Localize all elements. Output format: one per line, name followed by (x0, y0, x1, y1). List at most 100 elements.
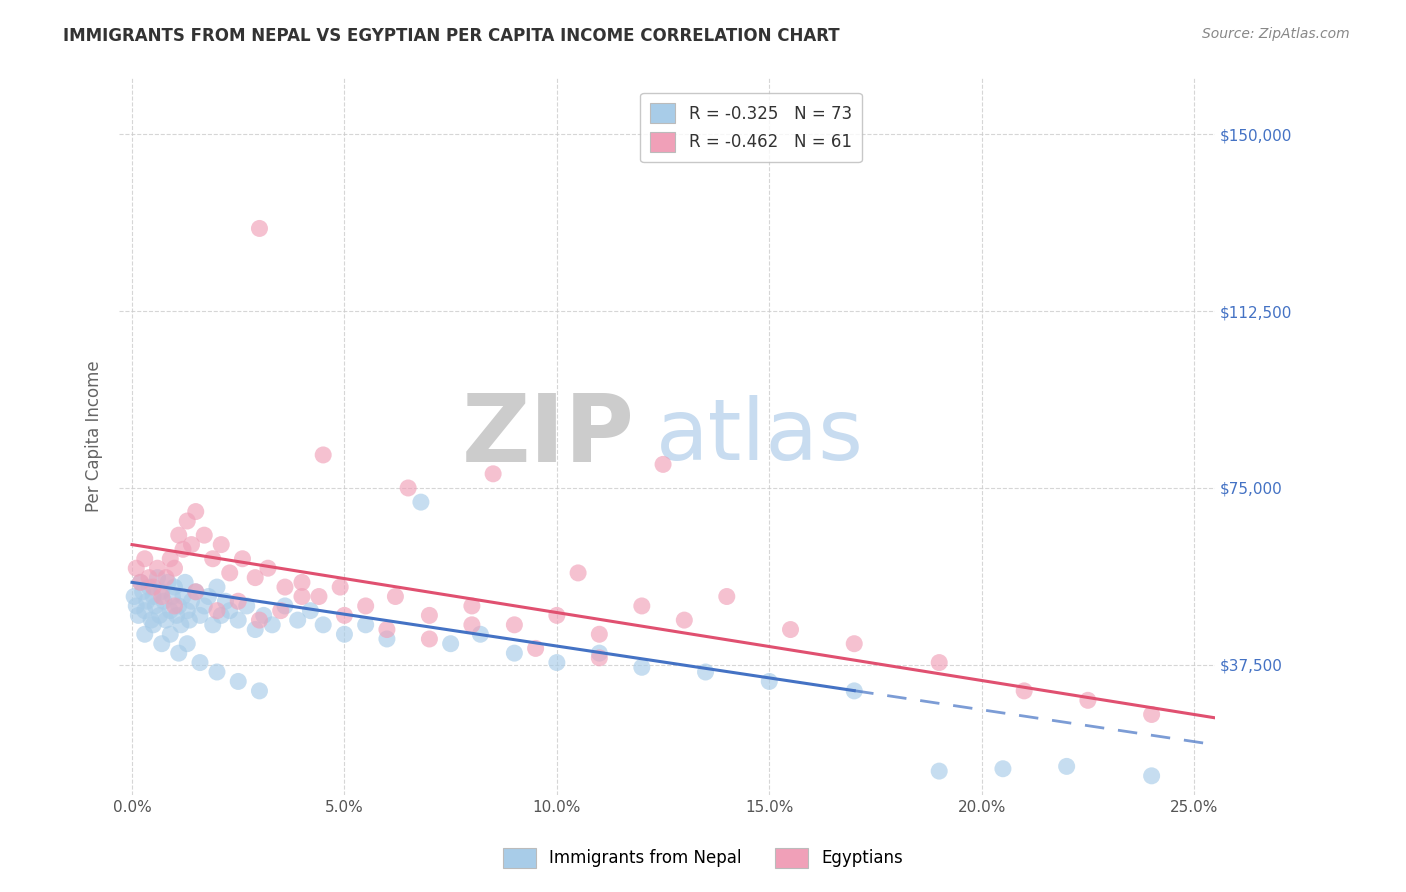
Point (249, 221, 271, 235)
Point (291, 575, 314, 590)
Point (470, 627, 492, 641)
Point (167, 599, 190, 613)
Point (546, 608, 568, 623)
Point (231, 551, 253, 566)
Point (546, 656, 568, 670)
Point (139, 613, 162, 627)
Point (159, 604, 181, 618)
Point (193, 599, 215, 613)
Point (588, 646, 610, 660)
Point (1056, 759, 1078, 773)
Point (180, 538, 202, 552)
Point (176, 637, 198, 651)
Point (150, 590, 173, 604)
Point (253, 608, 276, 623)
Point (180, 594, 202, 608)
Point (673, 613, 696, 627)
Point (333, 627, 356, 641)
Point (461, 617, 484, 632)
Point (184, 584, 207, 599)
Point (308, 590, 330, 604)
Point (503, 646, 526, 660)
Point (174, 575, 197, 590)
Point (245, 623, 267, 637)
Point (274, 599, 297, 613)
Point (138, 571, 160, 585)
Point (145, 599, 167, 613)
Point (188, 608, 211, 623)
Point (354, 599, 377, 613)
Point (150, 584, 173, 599)
Point (184, 584, 207, 599)
Point (928, 764, 950, 778)
Point (125, 561, 148, 575)
Point (125, 599, 148, 613)
Point (176, 604, 198, 618)
Point (201, 551, 224, 566)
Point (197, 590, 219, 604)
Point (1140, 769, 1163, 783)
Point (193, 528, 215, 542)
Point (209, 608, 232, 623)
Point (991, 762, 1014, 776)
Point (172, 590, 194, 604)
Point (163, 561, 186, 575)
Point (205, 580, 228, 594)
Point (218, 604, 240, 618)
Point (312, 448, 335, 462)
Point (503, 617, 526, 632)
Point (329, 580, 352, 594)
Point (134, 551, 156, 566)
Point (257, 561, 280, 575)
Point (333, 608, 356, 623)
Point (418, 632, 440, 646)
Point (167, 528, 190, 542)
Point (201, 617, 224, 632)
Text: Source: ZipAtlas.com: Source: ZipAtlas.com (1202, 27, 1350, 41)
Point (138, 580, 160, 594)
Point (134, 604, 156, 618)
Point (131, 584, 153, 599)
Point (155, 571, 177, 585)
Point (588, 651, 610, 665)
Point (375, 632, 398, 646)
Legend: R = -0.325   N = 73, R = -0.462   N = 61: R = -0.325 N = 73, R = -0.462 N = 61 (640, 93, 862, 162)
Point (461, 599, 484, 613)
Point (758, 674, 780, 689)
Point (163, 580, 186, 594)
Point (149, 608, 172, 623)
Text: ZIP: ZIP (461, 390, 634, 482)
Point (270, 604, 292, 618)
Point (396, 481, 419, 495)
Text: IMMIGRANTS FROM NEPAL VS EGYPTIAN PER CAPITA INCOME CORRELATION CHART: IMMIGRANTS FROM NEPAL VS EGYPTIAN PER CA… (63, 27, 839, 45)
Point (1012, 684, 1035, 698)
Point (159, 627, 181, 641)
Point (146, 561, 169, 575)
Point (844, 637, 866, 651)
Point (153, 594, 176, 608)
Point (146, 571, 169, 585)
Point (142, 590, 165, 604)
Point (245, 571, 267, 585)
Point (287, 613, 309, 627)
Point (249, 613, 271, 627)
Point (524, 641, 547, 656)
Point (209, 538, 232, 552)
Text: atlas: atlas (657, 394, 865, 477)
Point (630, 599, 652, 613)
Point (179, 613, 201, 627)
Point (226, 594, 249, 608)
Point (155, 613, 177, 627)
Point (375, 623, 398, 637)
Point (1077, 693, 1099, 707)
Point (176, 514, 198, 528)
Point (588, 627, 610, 641)
Point (129, 575, 152, 590)
Point (205, 665, 228, 679)
Point (844, 684, 866, 698)
Point (226, 674, 249, 689)
Point (172, 542, 194, 557)
Point (249, 684, 271, 698)
Point (482, 467, 505, 481)
Point (127, 608, 149, 623)
